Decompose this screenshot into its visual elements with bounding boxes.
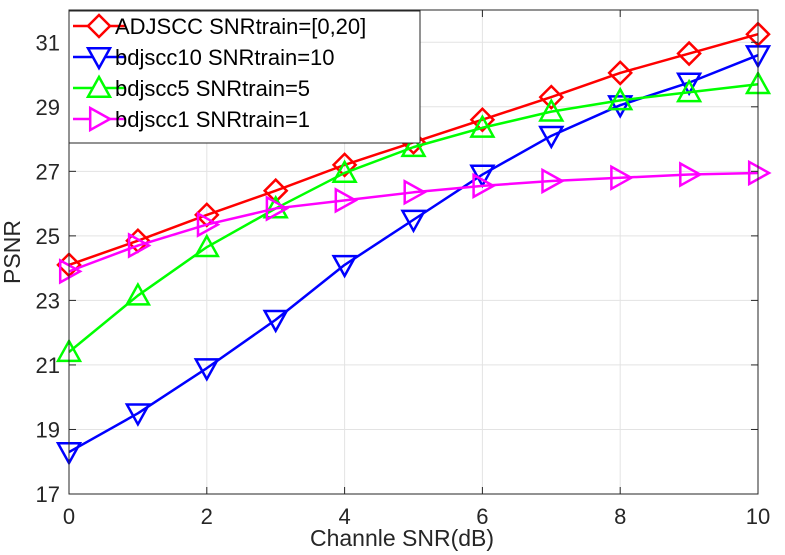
y-tick-label: 31 [36,30,60,55]
legend-marker [85,74,113,99]
data-point [124,403,152,427]
y-tick-label: 27 [36,159,60,184]
data-point [538,98,565,122]
data-point [541,167,565,195]
x-tick-label: 0 [63,504,75,529]
x-tick-label: 8 [614,504,626,529]
data-point [538,125,565,150]
data-point [679,161,703,188]
data-point [675,72,703,97]
data-point [334,187,359,214]
x-tick-label: 4 [338,504,350,529]
legend-marker [88,105,113,133]
legend-entry-label: bdjscc10 SNRtrain=10 [115,45,335,70]
data-point [265,195,290,222]
legend-marker [86,13,112,39]
data-point [331,152,358,178]
legend-entry-label: ADJSCC SNRtrain=[0,20] [115,14,366,39]
y-tick-label: 25 [36,224,60,249]
legend-entry-label: bdjscc1 SNRtrain=1 [115,107,310,132]
y-tick-label: 21 [36,353,60,378]
data-point [472,172,496,199]
data-point [400,209,427,234]
data-point [607,86,634,111]
x-tick-label: 2 [201,504,213,529]
data-point [675,78,703,103]
x-tick-label: 6 [476,504,488,529]
data-point [193,358,220,382]
y-tick-label: 17 [36,482,60,507]
data-point [607,95,634,119]
data-point [58,258,83,285]
x-tick-label: 10 [746,504,770,529]
data-point [262,309,289,334]
data-point [469,106,496,133]
data-point [610,164,634,191]
series-line [68,171,759,273]
data-point [193,233,220,258]
legend: ADJSCC SNRtrain=[0,20] bdjscc10 SNRtrain=… [68,10,421,144]
data-point [607,60,633,86]
data-point [331,254,358,279]
data-point [469,114,496,138]
data-point [194,202,220,228]
y-tick-label: 19 [36,417,60,442]
legend-entry-label: bdjscc5 SNRtrain=5 [115,76,310,101]
y-tick-label: 23 [36,288,60,313]
data-point [124,281,152,306]
axis-ticks: 0 2 4 6 8 10 17 19 21 23 25 27 29 31 [36,10,770,529]
data-point [538,84,565,110]
data-point [196,211,221,238]
legend-marker [85,46,113,71]
legend-box [68,10,421,144]
data-point [331,159,358,183]
series-line [68,82,759,353]
series-3 [55,70,772,363]
y-axis-label: PSNR [0,220,25,284]
y-tick-label: 29 [36,95,60,120]
data-point [127,232,152,259]
series-4 [58,159,772,285]
data-point [747,159,772,187]
data-point [676,40,702,67]
data-point [400,133,427,158]
x-axis-label: Channle SNR(dB) [310,525,494,551]
plot-frame [68,9,759,495]
data-point [403,179,428,206]
